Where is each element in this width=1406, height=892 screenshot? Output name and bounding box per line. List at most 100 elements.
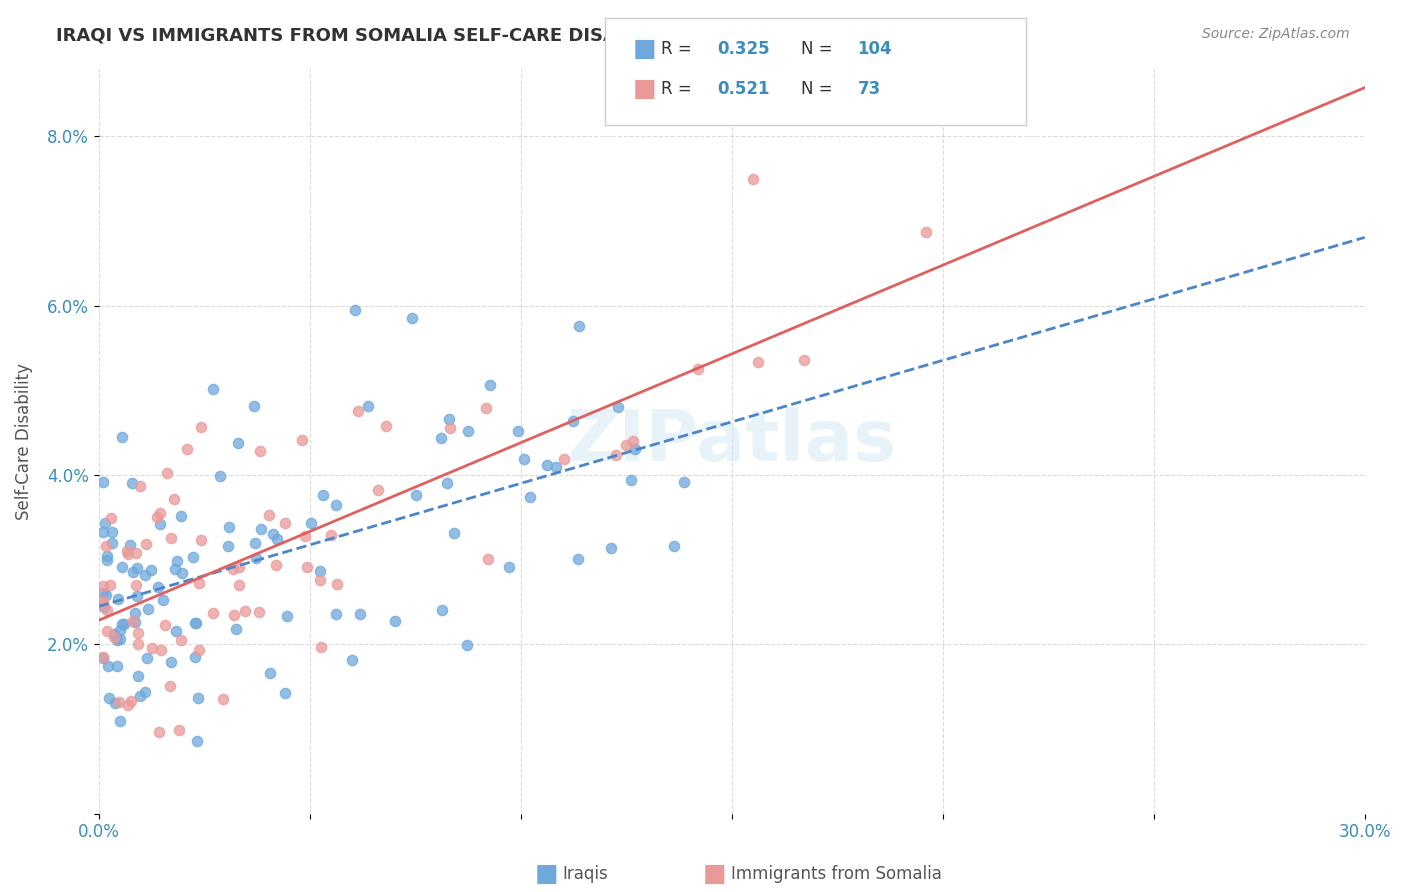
Immigrants from Somalia bbox=[257, 508, 280, 523]
Immigrants from Somalia bbox=[294, 529, 316, 543]
Immigrants from Somalia bbox=[228, 578, 250, 592]
Iraqis bbox=[620, 474, 643, 488]
Iraqis bbox=[139, 563, 162, 577]
Iraqis bbox=[356, 399, 378, 413]
Text: N =: N = bbox=[801, 40, 838, 58]
Iraqis bbox=[568, 318, 591, 333]
Immigrants from Somalia bbox=[91, 650, 114, 665]
Immigrants from Somalia bbox=[122, 614, 145, 628]
Immigrants from Somalia bbox=[146, 510, 169, 524]
Text: R =: R = bbox=[661, 80, 697, 98]
Iraqis bbox=[432, 603, 454, 617]
Immigrants from Somalia bbox=[91, 579, 114, 593]
Immigrants from Somalia bbox=[176, 442, 198, 456]
Iraqis bbox=[439, 412, 461, 426]
Iraqis bbox=[456, 638, 478, 652]
Iraqis bbox=[96, 549, 118, 563]
Immigrants from Somalia bbox=[149, 506, 172, 520]
Immigrants from Somalia bbox=[190, 533, 212, 547]
Immigrants from Somalia bbox=[125, 578, 148, 592]
Iraqis bbox=[181, 550, 204, 565]
Text: ZIPatlas: ZIPatlas bbox=[567, 407, 897, 475]
Iraqis bbox=[108, 623, 131, 637]
Immigrants from Somalia bbox=[163, 491, 186, 506]
Immigrants from Somalia bbox=[190, 420, 212, 434]
Immigrants from Somalia bbox=[439, 421, 461, 435]
Immigrants from Somalia bbox=[367, 483, 389, 497]
Iraqis bbox=[163, 562, 186, 576]
Immigrants from Somalia bbox=[211, 691, 233, 706]
Iraqis bbox=[122, 565, 145, 579]
Iraqis bbox=[606, 401, 628, 415]
Immigrants from Somalia bbox=[127, 626, 149, 640]
Iraqis bbox=[457, 424, 479, 438]
Iraqis bbox=[107, 592, 129, 607]
Immigrants from Somalia bbox=[295, 559, 318, 574]
Iraqis bbox=[91, 651, 114, 665]
Immigrants from Somalia bbox=[347, 403, 370, 417]
Iraqis bbox=[111, 560, 134, 574]
Immigrants from Somalia bbox=[915, 225, 938, 239]
Iraqis bbox=[202, 382, 225, 396]
Iraqis bbox=[134, 568, 156, 582]
Text: 73: 73 bbox=[858, 80, 882, 98]
Iraqis bbox=[129, 689, 152, 703]
Iraqis bbox=[624, 442, 647, 457]
Iraqis bbox=[108, 632, 131, 647]
Immigrants from Somalia bbox=[117, 698, 139, 713]
Iraqis bbox=[561, 414, 583, 428]
Text: N =: N = bbox=[801, 80, 838, 98]
Immigrants from Somalia bbox=[188, 576, 211, 591]
Text: IRAQI VS IMMIGRANTS FROM SOMALIA SELF-CARE DISABILITY CORRELATION CHART: IRAQI VS IMMIGRANTS FROM SOMALIA SELF-CA… bbox=[56, 27, 903, 45]
Immigrants from Somalia bbox=[477, 552, 499, 566]
Iraqis bbox=[105, 633, 128, 648]
Iraqis bbox=[94, 516, 117, 530]
Iraqis bbox=[124, 615, 146, 629]
Immigrants from Somalia bbox=[793, 353, 815, 368]
Iraqis bbox=[299, 516, 322, 530]
Immigrants from Somalia bbox=[247, 605, 270, 619]
Iraqis bbox=[187, 690, 209, 705]
Iraqis bbox=[100, 536, 122, 550]
Immigrants from Somalia bbox=[103, 630, 125, 644]
Iraqis bbox=[166, 554, 188, 568]
Immigrants from Somalia bbox=[686, 362, 709, 376]
Iraqis bbox=[218, 520, 240, 534]
Iraqis bbox=[165, 624, 187, 639]
Text: ■: ■ bbox=[633, 37, 657, 61]
Iraqis bbox=[312, 488, 335, 502]
Iraqis bbox=[544, 459, 567, 474]
Immigrants from Somalia bbox=[135, 537, 157, 551]
Immigrants from Somalia bbox=[474, 401, 496, 415]
Iraqis bbox=[250, 522, 273, 536]
Immigrants from Somalia bbox=[156, 466, 179, 480]
Immigrants from Somalia bbox=[222, 562, 245, 576]
Iraqis bbox=[276, 609, 298, 624]
Immigrants from Somalia bbox=[170, 632, 193, 647]
Immigrants from Somalia bbox=[91, 597, 114, 611]
Iraqis bbox=[662, 539, 685, 553]
Immigrants from Somalia bbox=[108, 695, 131, 709]
Iraqis bbox=[384, 614, 406, 628]
Iraqis bbox=[184, 615, 207, 630]
Iraqis bbox=[325, 607, 347, 622]
Iraqis bbox=[134, 684, 156, 698]
Iraqis bbox=[309, 564, 332, 578]
Iraqis bbox=[96, 553, 118, 567]
Text: 0.325: 0.325 bbox=[717, 40, 769, 58]
Immigrants from Somalia bbox=[309, 640, 332, 655]
Iraqis bbox=[97, 659, 120, 673]
Immigrants from Somalia bbox=[125, 546, 148, 560]
Iraqis bbox=[266, 533, 288, 547]
Iraqis bbox=[159, 655, 181, 669]
Text: Iraqis: Iraqis bbox=[562, 865, 609, 883]
Immigrants from Somalia bbox=[117, 547, 139, 561]
Immigrants from Somalia bbox=[325, 577, 347, 591]
Iraqis bbox=[184, 616, 207, 631]
Text: 0.521: 0.521 bbox=[717, 80, 769, 98]
Iraqis bbox=[519, 490, 541, 504]
Iraqis bbox=[120, 538, 142, 552]
Iraqis bbox=[121, 476, 143, 491]
Iraqis bbox=[226, 436, 249, 450]
Immigrants from Somalia bbox=[249, 443, 271, 458]
